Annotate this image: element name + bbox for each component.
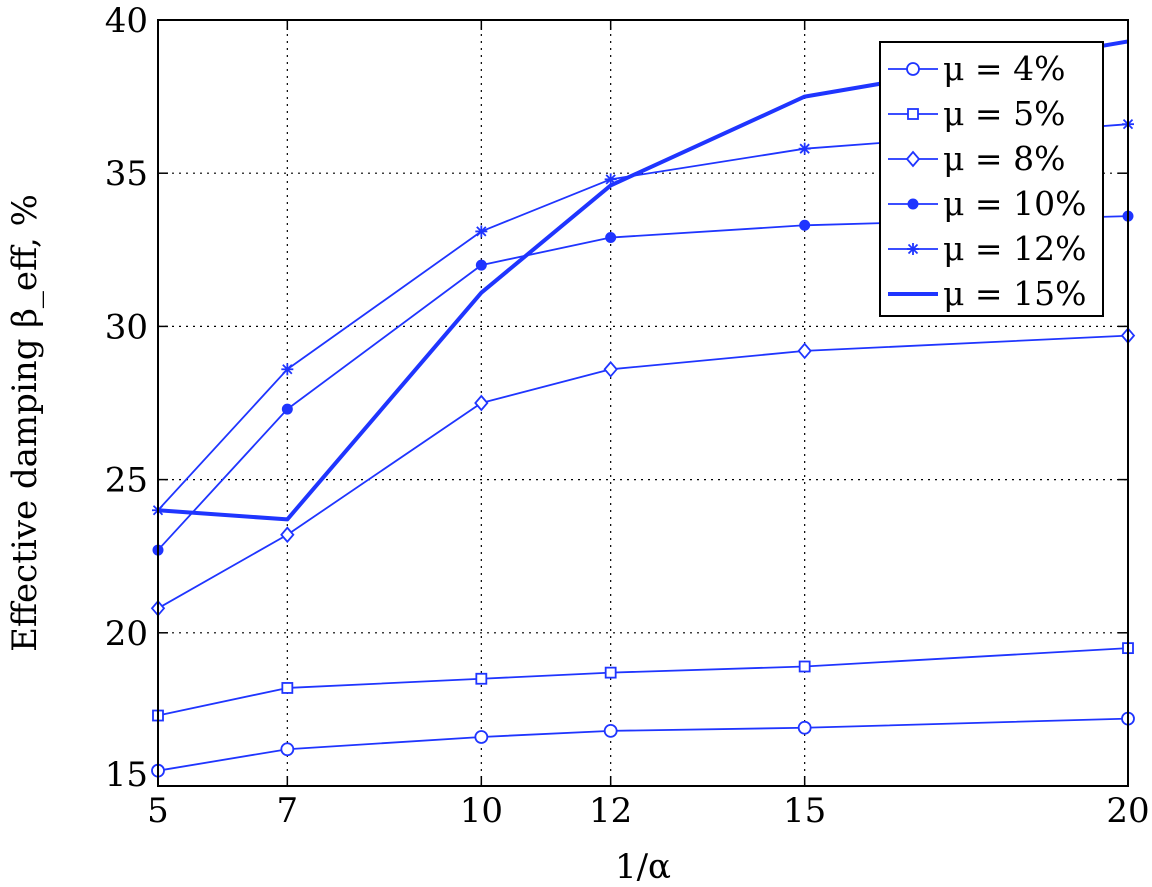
data-point [603,723,618,738]
series-1 [151,711,1135,778]
y-tick-label: 25 [105,461,148,501]
legend-marker [907,108,919,120]
data-point [474,730,489,744]
data-point [797,720,812,735]
plot-frame [157,19,1129,787]
legend-marker [907,243,919,255]
legend-label: μ = 5% [943,94,1065,133]
data-point [798,142,811,155]
legend-item: μ = 8% [888,139,1065,178]
y-tick-label: 30 [105,307,148,347]
data-point [475,225,488,238]
legend-label: μ = 15% [943,274,1086,313]
x-tick-label: 7 [277,791,299,831]
data-point [280,526,295,544]
legend-marker [907,198,919,210]
series-line [157,39,1129,522]
tick-labels: 5 7 10 12 15 20 15 20 25 30 35 40 [105,1,1150,831]
series-line [157,647,1129,717]
series-line [157,717,1129,772]
legend-item: μ = 10% [888,184,1086,223]
data-point [798,660,811,673]
legend-item: μ = 12% [888,229,1086,268]
y-tick-label: 35 [105,154,148,194]
legend-item: μ = 15% [888,274,1086,313]
data-point [797,342,812,360]
legend-item: μ = 5% [888,94,1065,133]
series-6 [157,39,1129,522]
legend-marker [906,62,920,76]
data-point [605,232,617,244]
legend: μ = 4% μ = 5% μ = 8% μ = 10% μ = 12% μ = 15% [879,41,1104,317]
legend-box [879,41,1104,317]
data-point [799,219,811,231]
data-point [280,742,295,757]
y-tick-label: 15 [105,755,148,795]
series-2 [152,642,1134,722]
legend-label: μ = 8% [943,139,1065,178]
series-4 [152,210,1134,556]
tick-marks [157,19,1129,787]
series-line [157,215,1129,551]
series-line [157,334,1129,610]
data-point [281,363,294,376]
data-point [604,666,617,679]
data-point [281,403,293,415]
x-tick-label: 15 [783,791,826,831]
data-point [475,672,488,685]
data-point [475,259,487,271]
series-line [157,123,1129,511]
x-axis-label: 1/α [615,847,671,887]
legend-item: μ = 4% [888,49,1065,88]
y-axis-label: Effective damping β_eff, % [5,194,45,652]
data-point [281,682,294,694]
series-layer [150,39,1136,778]
y-tick-label: 20 [105,614,148,654]
x-tick-label: 10 [460,791,503,831]
y-tick-label: 40 [105,1,148,41]
x-tick-label: 12 [589,791,632,831]
legend-marker [905,150,921,168]
data-point [603,360,618,378]
data-point [474,394,489,412]
legend-label: μ = 12% [943,229,1086,268]
legend-label: μ = 10% [943,184,1086,223]
x-tick-label: 20 [1106,791,1149,831]
series-3 [150,327,1136,617]
legend-label: μ = 4% [943,49,1065,88]
x-tick-label: 5 [147,791,169,831]
